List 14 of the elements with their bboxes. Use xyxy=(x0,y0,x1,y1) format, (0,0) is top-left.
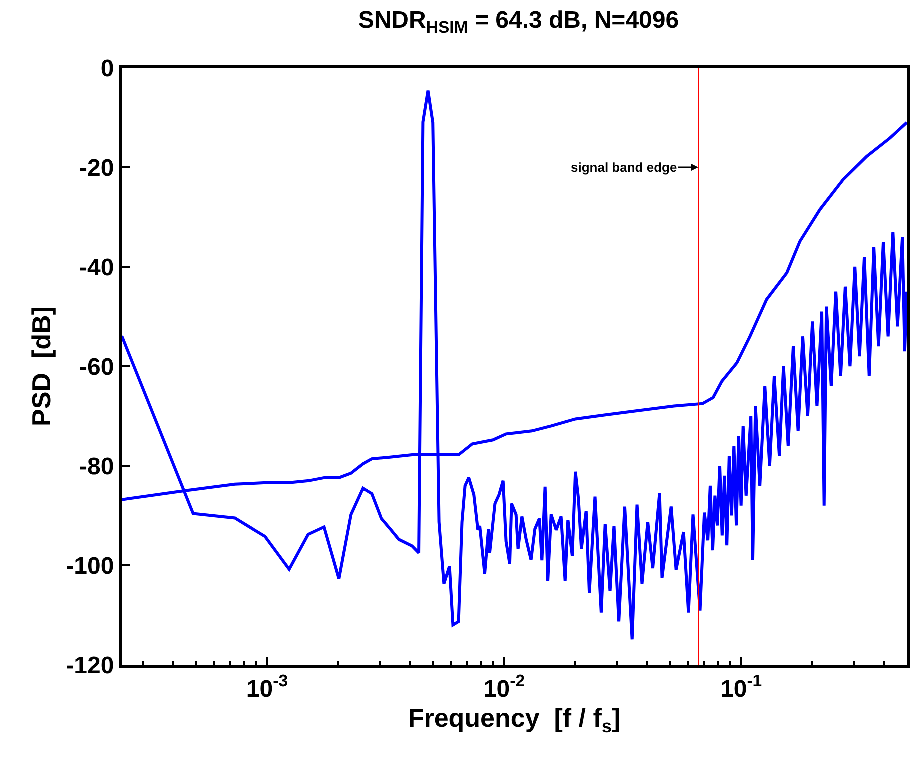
y-tick-label: -80 xyxy=(80,453,114,480)
x-tick-label: 10$^{-2}$ xyxy=(483,672,526,703)
y-tick-label: -100 xyxy=(66,552,114,580)
y-tick-label: -120 xyxy=(66,652,114,680)
y-tick-label: 0 xyxy=(100,55,114,82)
y-tick-label: -20 xyxy=(80,154,114,182)
y-tick-label: -60 xyxy=(80,354,114,381)
x-tick-label: 10$^{-1}$ xyxy=(720,672,762,703)
x-tick-label: 10$^{-3}$ xyxy=(246,672,288,703)
y-axis-title: PSD [dB] xyxy=(26,306,57,426)
y-tick-label: -40 xyxy=(80,254,114,282)
chart-title: SNDR$_{HSIM}$ = 64.3 dB, N=4096 xyxy=(358,7,680,38)
x-axis-title: Frequency [f / f$_{s}$] xyxy=(408,702,621,736)
annotation: signal band edge xyxy=(571,160,678,175)
